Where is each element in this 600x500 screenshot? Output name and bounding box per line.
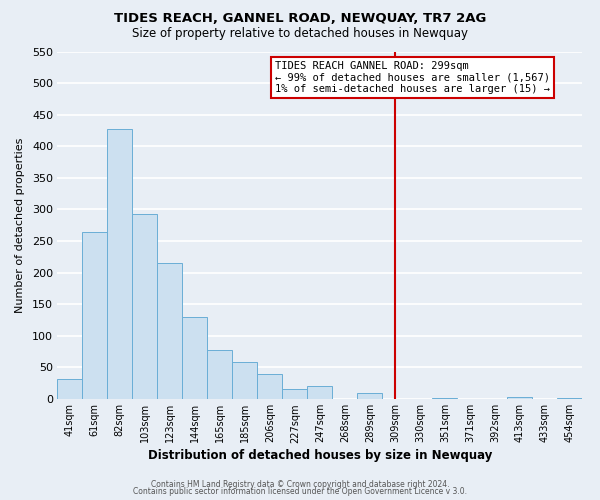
Bar xyxy=(57,378,82,399)
Bar xyxy=(107,128,132,399)
Text: Contains HM Land Registry data © Crown copyright and database right 2024.: Contains HM Land Registry data © Crown c… xyxy=(151,480,449,489)
Bar xyxy=(132,214,157,399)
Bar xyxy=(433,398,457,399)
Bar xyxy=(82,232,107,399)
Bar xyxy=(282,390,307,399)
Bar xyxy=(207,350,232,399)
Bar xyxy=(232,362,257,399)
Bar xyxy=(508,397,532,399)
Text: Size of property relative to detached houses in Newquay: Size of property relative to detached ho… xyxy=(132,28,468,40)
Bar xyxy=(307,386,332,399)
Text: TIDES REACH, GANNEL ROAD, NEWQUAY, TR7 2AG: TIDES REACH, GANNEL ROAD, NEWQUAY, TR7 2… xyxy=(114,12,486,26)
Bar xyxy=(358,392,382,399)
Bar xyxy=(182,317,207,399)
X-axis label: Distribution of detached houses by size in Newquay: Distribution of detached houses by size … xyxy=(148,450,492,462)
Bar xyxy=(557,398,583,399)
Text: Contains public sector information licensed under the Open Government Licence v : Contains public sector information licen… xyxy=(133,487,467,496)
Text: TIDES REACH GANNEL ROAD: 299sqm
← 99% of detached houses are smaller (1,567)
1% : TIDES REACH GANNEL ROAD: 299sqm ← 99% of… xyxy=(275,61,550,94)
Y-axis label: Number of detached properties: Number of detached properties xyxy=(15,138,25,313)
Bar xyxy=(257,374,282,399)
Bar xyxy=(157,263,182,399)
